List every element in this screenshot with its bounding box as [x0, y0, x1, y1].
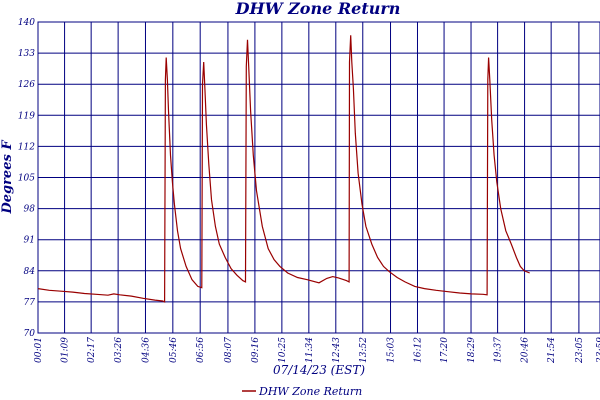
y-tick-label: 126: [18, 80, 35, 90]
x-tick-label: 08:07: [224, 337, 234, 363]
x-tick-label: 10:25: [278, 337, 288, 363]
x-tick-label: 20:46: [521, 337, 531, 364]
y-tick-label: 119: [18, 111, 35, 121]
x-tick-label: 12:43: [332, 337, 342, 363]
x-tick-label: 13:52: [359, 337, 369, 363]
y-tick-label: 77: [24, 298, 36, 308]
x-tick-label: 03:26: [114, 337, 124, 363]
y-tick-label: 133: [18, 49, 35, 59]
chart-title: DHW Zone Return: [235, 0, 401, 18]
x-tick-label: 23:05: [575, 337, 585, 364]
x-tick-label: 09:16: [251, 337, 261, 363]
x-tick-label: 02:17: [87, 337, 97, 363]
x-tick-label: 05:46: [169, 337, 179, 363]
grid: [37, 21, 600, 334]
x-tick-label: 18:29: [467, 337, 477, 363]
y-tick-label: 91: [24, 236, 35, 246]
series-line-dhw-zone-return: [37, 35, 530, 303]
y-tick-label: 112: [18, 142, 35, 152]
x-tick-label: 21:54: [547, 337, 557, 364]
x-tick-label: 01:09: [61, 337, 71, 363]
x-tick-label: 04:36: [141, 337, 151, 363]
y-tick-label: 84: [24, 267, 36, 277]
x-tick-label: 11:34: [305, 337, 315, 363]
x-tick-label: 06:56: [196, 337, 206, 363]
plot-frame: [37, 21, 600, 334]
x-tick-label: 19:37: [494, 337, 504, 363]
y-tick-labels: 70 77 84 91 98 105 112 119 126 133 140: [18, 18, 35, 339]
x-tick-label: 17:20: [440, 337, 450, 363]
x-tick-label: 15:03: [387, 337, 397, 363]
x-tick-label: 00:01: [34, 337, 44, 363]
x-tick-label: 16:12: [413, 337, 423, 363]
y-tick-label: 105: [18, 174, 35, 184]
legend: DHW Zone Return: [242, 385, 362, 398]
x-axis-label: 07/14/23 (EST): [273, 363, 365, 377]
y-tick-label: 70: [24, 329, 36, 339]
y-tick-label: 98: [24, 205, 36, 215]
x-tick-label: 23:59: [596, 337, 600, 364]
y-tick-label: 140: [18, 18, 35, 28]
x-tick-labels: 00:01 01:09 02:17 03:26 04:36 05:46 06:56 08:07…: [34, 337, 600, 364]
y-axis-label: Degrees F: [0, 140, 15, 215]
legend-label: DHW Zone Return: [258, 385, 362, 398]
